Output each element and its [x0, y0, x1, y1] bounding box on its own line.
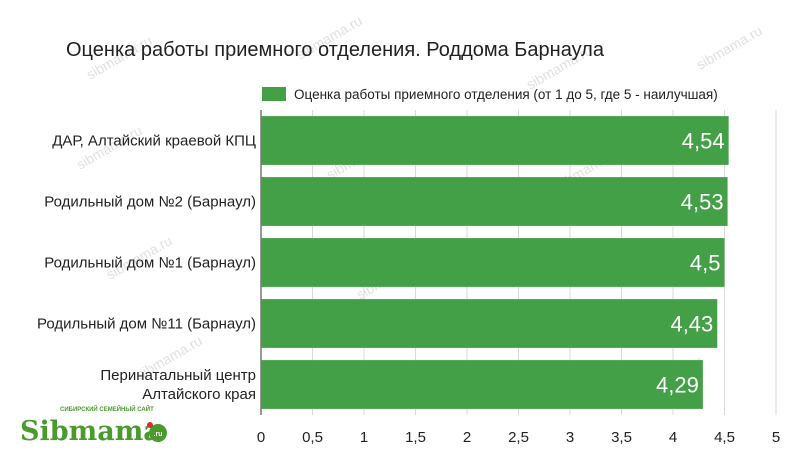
- logo-suffix: .ru: [154, 431, 163, 438]
- category-label: Родильный дом №2 (Барнаул): [44, 194, 256, 211]
- x-tick-label: 1,5: [405, 429, 426, 446]
- watermark-text: sibmama.ru: [694, 22, 765, 72]
- category-label: Родильный дом №11 (Барнаул): [37, 316, 256, 333]
- x-tick-label: 4: [669, 429, 677, 446]
- legend: Оценка работы приемного отделения (от 1 …: [262, 87, 718, 102]
- x-tick-label: 2: [463, 429, 471, 446]
- category-label: Алтайского края: [142, 386, 256, 403]
- bar: [261, 116, 729, 165]
- x-tick-label: 0,5: [302, 429, 323, 446]
- bar: [261, 177, 728, 226]
- category-label: Родильный дом №1 (Барнаул): [44, 255, 256, 272]
- x-tick-label: 3: [566, 429, 574, 446]
- category-label: ДАР, Алтайский краевой КПЦ: [52, 133, 256, 150]
- x-axis-tick-labels: 0 0,5 1 1,5 2 2,5 3 3,5 4 4,5 5: [257, 429, 780, 446]
- bar: [261, 360, 703, 409]
- bar-value-label: 4,54: [682, 129, 725, 154]
- logo-ru-badge: [149, 424, 167, 442]
- legend-swatch: [262, 87, 286, 101]
- x-tick-label: 0: [257, 429, 265, 446]
- bar: [261, 238, 725, 287]
- legend-label: Оценка работы приемного отделения (от 1 …: [294, 87, 718, 102]
- bar-value-label: 4,43: [670, 312, 713, 337]
- sibmama-logo: СИБИРСКИЙ СЕМЕЙНЫЙ САЙТ Sibmama .ru: [20, 405, 167, 447]
- x-tick-label: 3,5: [611, 429, 632, 446]
- bar-value-label: 4,29: [656, 373, 699, 398]
- x-tick-label: 4,5: [714, 429, 735, 446]
- x-tick-label: 5: [772, 429, 780, 446]
- bar: [261, 299, 718, 348]
- x-tick-label: 1: [360, 429, 368, 446]
- bar-value-label: 4,53: [681, 190, 724, 215]
- x-tick-label: 2,5: [508, 429, 529, 446]
- bars: 4,54 4,53 4,5 4,43 4,29: [261, 116, 729, 409]
- logo-name: Sibmama: [20, 416, 161, 447]
- bar-value-label: 4,5: [690, 251, 721, 276]
- chart-title: Оценка работы приемного отделения. Роддо…: [66, 39, 605, 61]
- logo-tagline: СИБИРСКИЙ СЕМЕЙНЫЙ САЙТ: [60, 405, 154, 413]
- logo-dot-icon: [147, 422, 153, 428]
- category-label: Перинатальный центр: [100, 367, 256, 384]
- category-labels: ДАР, Алтайский краевой КПЦ Родильный дом …: [37, 133, 256, 404]
